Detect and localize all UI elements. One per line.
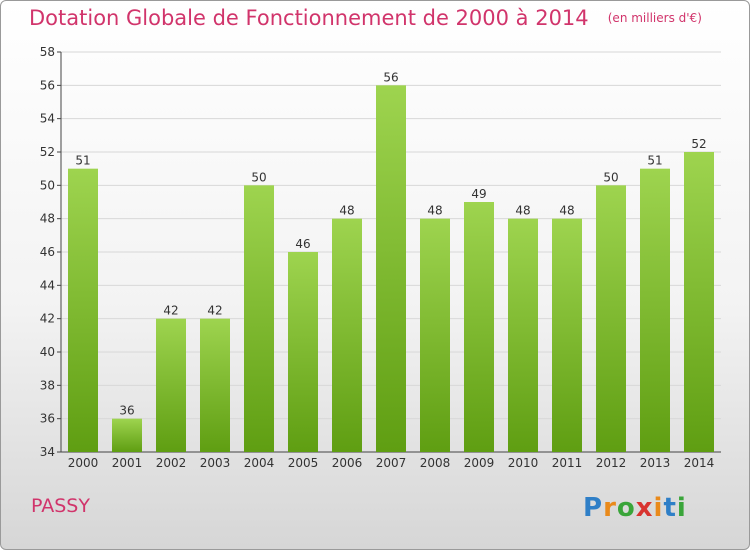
x-tick-label: 2013 [640,456,671,470]
x-tick-labels: 2000 2001 2002 2003 2004 2005 2006 2007 2008 2009… [68,456,715,470]
y-tick-label: 36 [40,412,55,426]
bar [640,168,670,452]
bar [464,202,494,452]
bars [68,85,714,453]
y-tick-label: 44 [40,278,55,292]
y-tick-label: 58 [40,45,55,59]
chart-title: Dotation Globale de Fonctionnement de 20… [29,6,589,30]
value-label: 52 [691,137,706,151]
value-labels: 51 36 42 42 50 46 48 56 48 49 48 48 50 51 52 [75,70,706,417]
bar [684,152,714,452]
y-tick-label: 38 [40,378,55,392]
value-label: 46 [295,237,310,251]
value-label: 50 [251,170,266,184]
x-tick-label: 2012 [596,456,627,470]
x-tick-label: 2009 [464,456,495,470]
bar [420,218,450,452]
x-tick-label: 2005 [288,456,319,470]
svg-text:Proxiti: Proxiti [583,493,687,523]
value-label: 51 [75,154,90,168]
title-row: Dotation Globale de Fonctionnement de 20… [29,6,702,30]
value-label: 48 [339,204,354,218]
x-tick-label: 2011 [552,456,583,470]
value-label: 49 [471,187,486,201]
bar [68,168,98,452]
x-tick-label: 2001 [112,456,143,470]
y-tick-label: 52 [40,145,55,159]
value-label: 36 [119,404,134,418]
x-tick-label: 2014 [684,456,715,470]
bar [552,218,582,452]
bar [200,318,230,452]
bar [508,218,538,452]
x-tick-label: 2000 [68,456,99,470]
proxiti-logo: Proxiti [579,488,699,532]
x-tick-label: 2008 [420,456,451,470]
value-label: 51 [647,154,662,168]
x-tick-label: 2007 [376,456,407,470]
value-label: 42 [207,304,222,318]
value-label: 56 [383,70,398,84]
value-label: 48 [515,204,530,218]
value-label: 48 [427,204,442,218]
bar [376,85,406,452]
y-tick-label: 42 [40,312,55,326]
bar [244,185,274,453]
chart-unit: (en milliers d'€) [607,11,702,25]
bar [288,252,318,452]
bar [156,318,186,452]
y-tick-label: 46 [40,245,55,259]
y-tick-label: 50 [40,178,55,192]
proxiti-logo-icon: Proxiti [583,493,687,523]
y-tick-labels: 34 36 38 40 42 44 46 48 50 52 54 56 58 [40,45,55,459]
x-tick-label: 2006 [332,456,363,470]
bar [332,218,362,452]
x-tick-label: 2002 [156,456,187,470]
x-tick-label: 2010 [508,456,539,470]
x-tick-label: 2004 [244,456,275,470]
commune-name: PASSY [31,495,90,517]
x-tick-label: 2003 [200,456,231,470]
y-tick-label: 56 [40,78,55,92]
y-tick-label: 54 [40,112,55,126]
value-label: 48 [559,204,574,218]
value-label: 50 [603,170,618,184]
bar [596,185,626,453]
y-tick-label: 34 [40,445,55,459]
value-label: 42 [163,304,178,318]
bar [112,418,142,452]
y-tick-label: 48 [40,212,55,226]
y-tick-label: 40 [40,345,55,359]
